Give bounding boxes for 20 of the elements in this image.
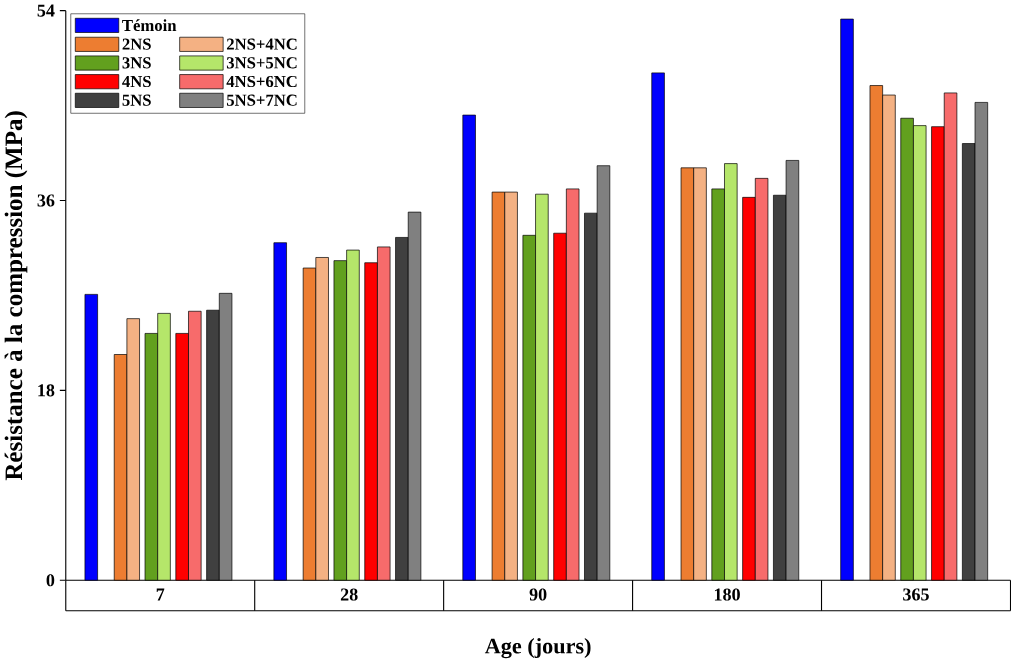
- legend-label: 3NS: [122, 57, 151, 69]
- legend-label: 5NS+7NC: [226, 94, 297, 106]
- legend-label: 3NS+5NC: [226, 57, 297, 69]
- legend-label: 2NS+4NC: [226, 38, 297, 50]
- x-tick-label: 28: [340, 588, 358, 601]
- y-tick-label: 54: [37, 4, 55, 17]
- legend-label: 4NS+6NC: [226, 75, 297, 88]
- legend-label: 4NS: [122, 75, 151, 88]
- x-tick-label: 180: [714, 588, 740, 601]
- y-tick-label: 0: [46, 574, 55, 587]
- x-tick-label: 7: [156, 588, 165, 601]
- y-axis-title: Résistance à la compression (MPa): [4, 111, 28, 481]
- legend-label: 5NS: [122, 94, 151, 106]
- y-tick-label: 18: [38, 384, 55, 397]
- x-tick-label: 365: [903, 588, 929, 601]
- x-tick-label: 90: [529, 588, 547, 601]
- legend-label: Témoin: [122, 19, 177, 32]
- y-tick-label: 36: [37, 194, 55, 207]
- x-axis-title: Age (jours): [484, 637, 591, 659]
- legend-label: 2NS: [122, 38, 151, 50]
